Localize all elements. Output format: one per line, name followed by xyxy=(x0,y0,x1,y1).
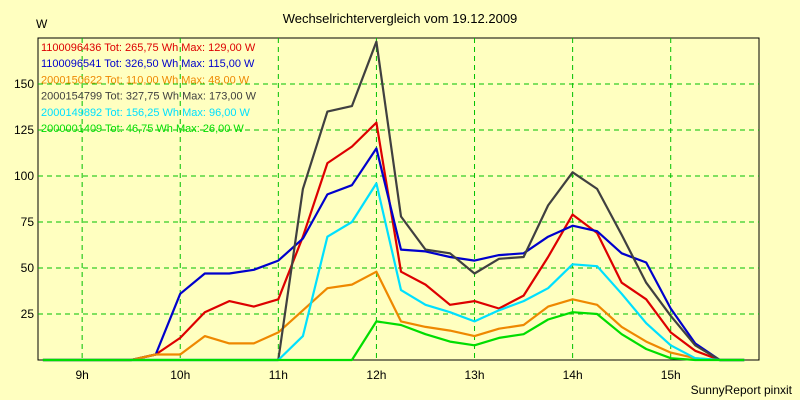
legend-entry-2000001409: 2000001409 Tot: 46,75 Wh Max: 26,00 W xyxy=(41,123,244,135)
x-tick-label: 14h xyxy=(563,368,583,382)
series-line-1100096436 xyxy=(42,121,745,362)
y-tick-label: 50 xyxy=(21,261,35,275)
y-tick-label: 25 xyxy=(21,307,35,321)
series-lines xyxy=(42,40,745,362)
legend-entry-2000154799: 2000154799 Tot: 327,75 Wh Max: 173,00 W xyxy=(41,91,257,103)
y-axis-ticks: 25 50 75 100 125 150 xyxy=(14,77,34,321)
x-axis-ticks: 9h 10h 11h 12h 13h 14h 15h xyxy=(75,368,680,382)
legend-entry-2000150622: 2000150622 Tot: 110,00 Wh Max: 48,00 W xyxy=(41,74,250,86)
legend-entry-1100096541: 1100096541 Tot: 326,50 Wh Max: 115,00 W xyxy=(41,58,255,70)
x-tick-label: 9h xyxy=(75,368,88,382)
x-tick-label: 12h xyxy=(366,368,386,382)
x-tick-label: 15h xyxy=(661,368,681,382)
y-tick-label: 125 xyxy=(14,123,34,137)
footer-credit: SunnyReport pinxit xyxy=(691,383,793,397)
y-axis-unit-label: W xyxy=(36,17,48,31)
y-tick-label: 100 xyxy=(14,169,34,183)
legend-entry-2000149892: 2000149892 Tot: 156,25 Wh Max: 96,00 W xyxy=(41,107,251,119)
legend-entry-1100096436: 1100096436 Tot: 265,75 Wh Max: 129,00 W xyxy=(41,42,256,54)
series-line-2000001409 xyxy=(42,311,745,362)
x-tick-label: 11h xyxy=(269,368,288,382)
y-tick-label: 150 xyxy=(14,77,34,91)
legend: 1100096436 Tot: 265,75 Wh Max: 129,00 W 1… xyxy=(41,42,257,135)
x-tick-label: 13h xyxy=(465,368,485,382)
x-tick-label: 10h xyxy=(170,368,190,382)
chart-title: Wechselrichtervergleich vom 19.12.2009 xyxy=(283,11,518,26)
y-tick-label: 75 xyxy=(21,215,35,229)
series-line-2000150622 xyxy=(42,270,745,362)
